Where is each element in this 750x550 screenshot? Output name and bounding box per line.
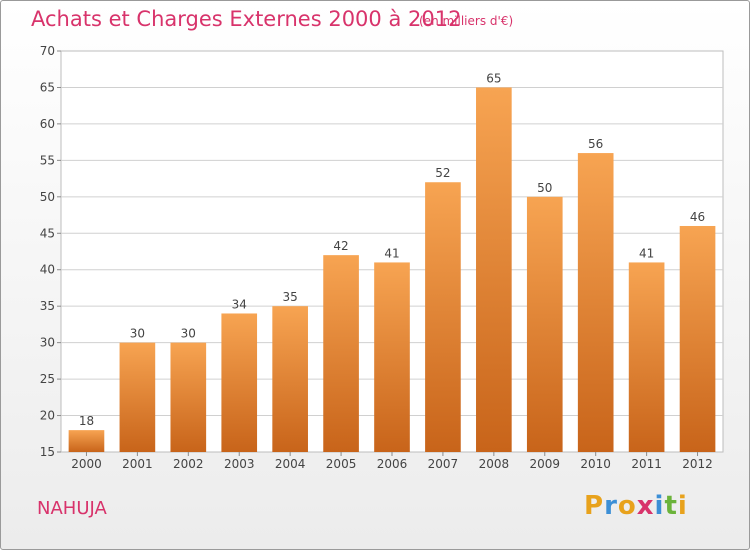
x-tick-label: 2003 xyxy=(224,457,255,471)
y-tick-label: 70 xyxy=(40,44,55,58)
bar-value-label: 42 xyxy=(333,239,348,253)
logo-letter: x xyxy=(636,491,655,521)
x-tick-label: 2001 xyxy=(122,457,153,471)
logo-letter: o xyxy=(617,491,637,521)
bar-value-label: 18 xyxy=(79,414,94,428)
bar xyxy=(628,262,665,452)
bar-value-label: 41 xyxy=(639,246,654,260)
x-tick-label: 2012 xyxy=(682,457,713,471)
bar xyxy=(68,430,105,452)
x-tick-label: 2011 xyxy=(631,457,662,471)
x-tick-label: 2000 xyxy=(71,457,102,471)
y-tick-label: 20 xyxy=(40,409,55,423)
x-tick-label: 2002 xyxy=(173,457,204,471)
y-tick-label: 50 xyxy=(40,190,55,204)
y-tick-label: 55 xyxy=(40,153,55,167)
x-tick-label: 2010 xyxy=(580,457,611,471)
x-tick-label: 2005 xyxy=(326,457,357,471)
y-tick-label: 60 xyxy=(40,117,55,131)
bar-value-label: 56 xyxy=(588,137,603,151)
y-tick-label: 25 xyxy=(40,372,55,386)
bar xyxy=(577,153,614,452)
y-tick-label: 65 xyxy=(40,80,55,94)
bar-value-label: 52 xyxy=(435,166,450,180)
bar-value-label: 46 xyxy=(690,210,705,224)
city-name: NAHUJA xyxy=(37,498,107,519)
chart-subtitle: (en milliers d'€) xyxy=(419,14,514,28)
bar-value-label: 50 xyxy=(537,181,552,195)
bar xyxy=(170,342,207,452)
y-tick-label: 35 xyxy=(40,299,55,313)
bar xyxy=(323,255,359,452)
logo-letter: r xyxy=(604,491,618,521)
logo-letter: t xyxy=(664,491,678,521)
chart-title: Achats et Charges Externes 2000 à 2012 xyxy=(31,7,462,31)
x-tick-label: 2007 xyxy=(428,457,459,471)
bar-value-label: 34 xyxy=(232,297,247,311)
bar xyxy=(374,262,410,452)
bars: 18 30 30 34 35 42 41 52 65 50 56 41 46 xyxy=(68,71,716,453)
y-tick-label: 15 xyxy=(40,445,55,459)
bar xyxy=(221,313,258,452)
x-axis: 2000 2001 2002 2003 2004 2005 2006 2007 2008 2009… xyxy=(71,452,713,471)
logo-letter: P xyxy=(584,491,605,521)
bar xyxy=(272,306,308,452)
bar xyxy=(526,196,563,452)
bar xyxy=(476,87,512,453)
bar-value-label: 35 xyxy=(283,290,298,304)
y-axis: 15 20 25 30 35 40 45 50 55 60 65 70 xyxy=(40,44,61,459)
y-tick-label: 40 xyxy=(40,263,55,277)
bar-value-label: 41 xyxy=(384,246,399,260)
x-tick-label: 2006 xyxy=(377,457,408,471)
bar-value-label: 30 xyxy=(130,327,145,341)
logo-letter: i xyxy=(654,491,665,521)
x-tick-label: 2008 xyxy=(479,457,510,471)
bar xyxy=(425,182,461,452)
proxiti-logo: Proxiti xyxy=(584,491,688,521)
x-tick-label: 2004 xyxy=(275,457,306,471)
bar-value-label: 30 xyxy=(181,327,196,341)
bar xyxy=(679,225,716,452)
bar xyxy=(119,342,156,452)
x-tick-label: 2009 xyxy=(529,457,560,471)
bar-value-label: 65 xyxy=(486,71,501,85)
y-tick-label: 30 xyxy=(40,336,55,350)
logo-letter: i xyxy=(677,491,688,521)
y-tick-label: 45 xyxy=(40,226,55,240)
